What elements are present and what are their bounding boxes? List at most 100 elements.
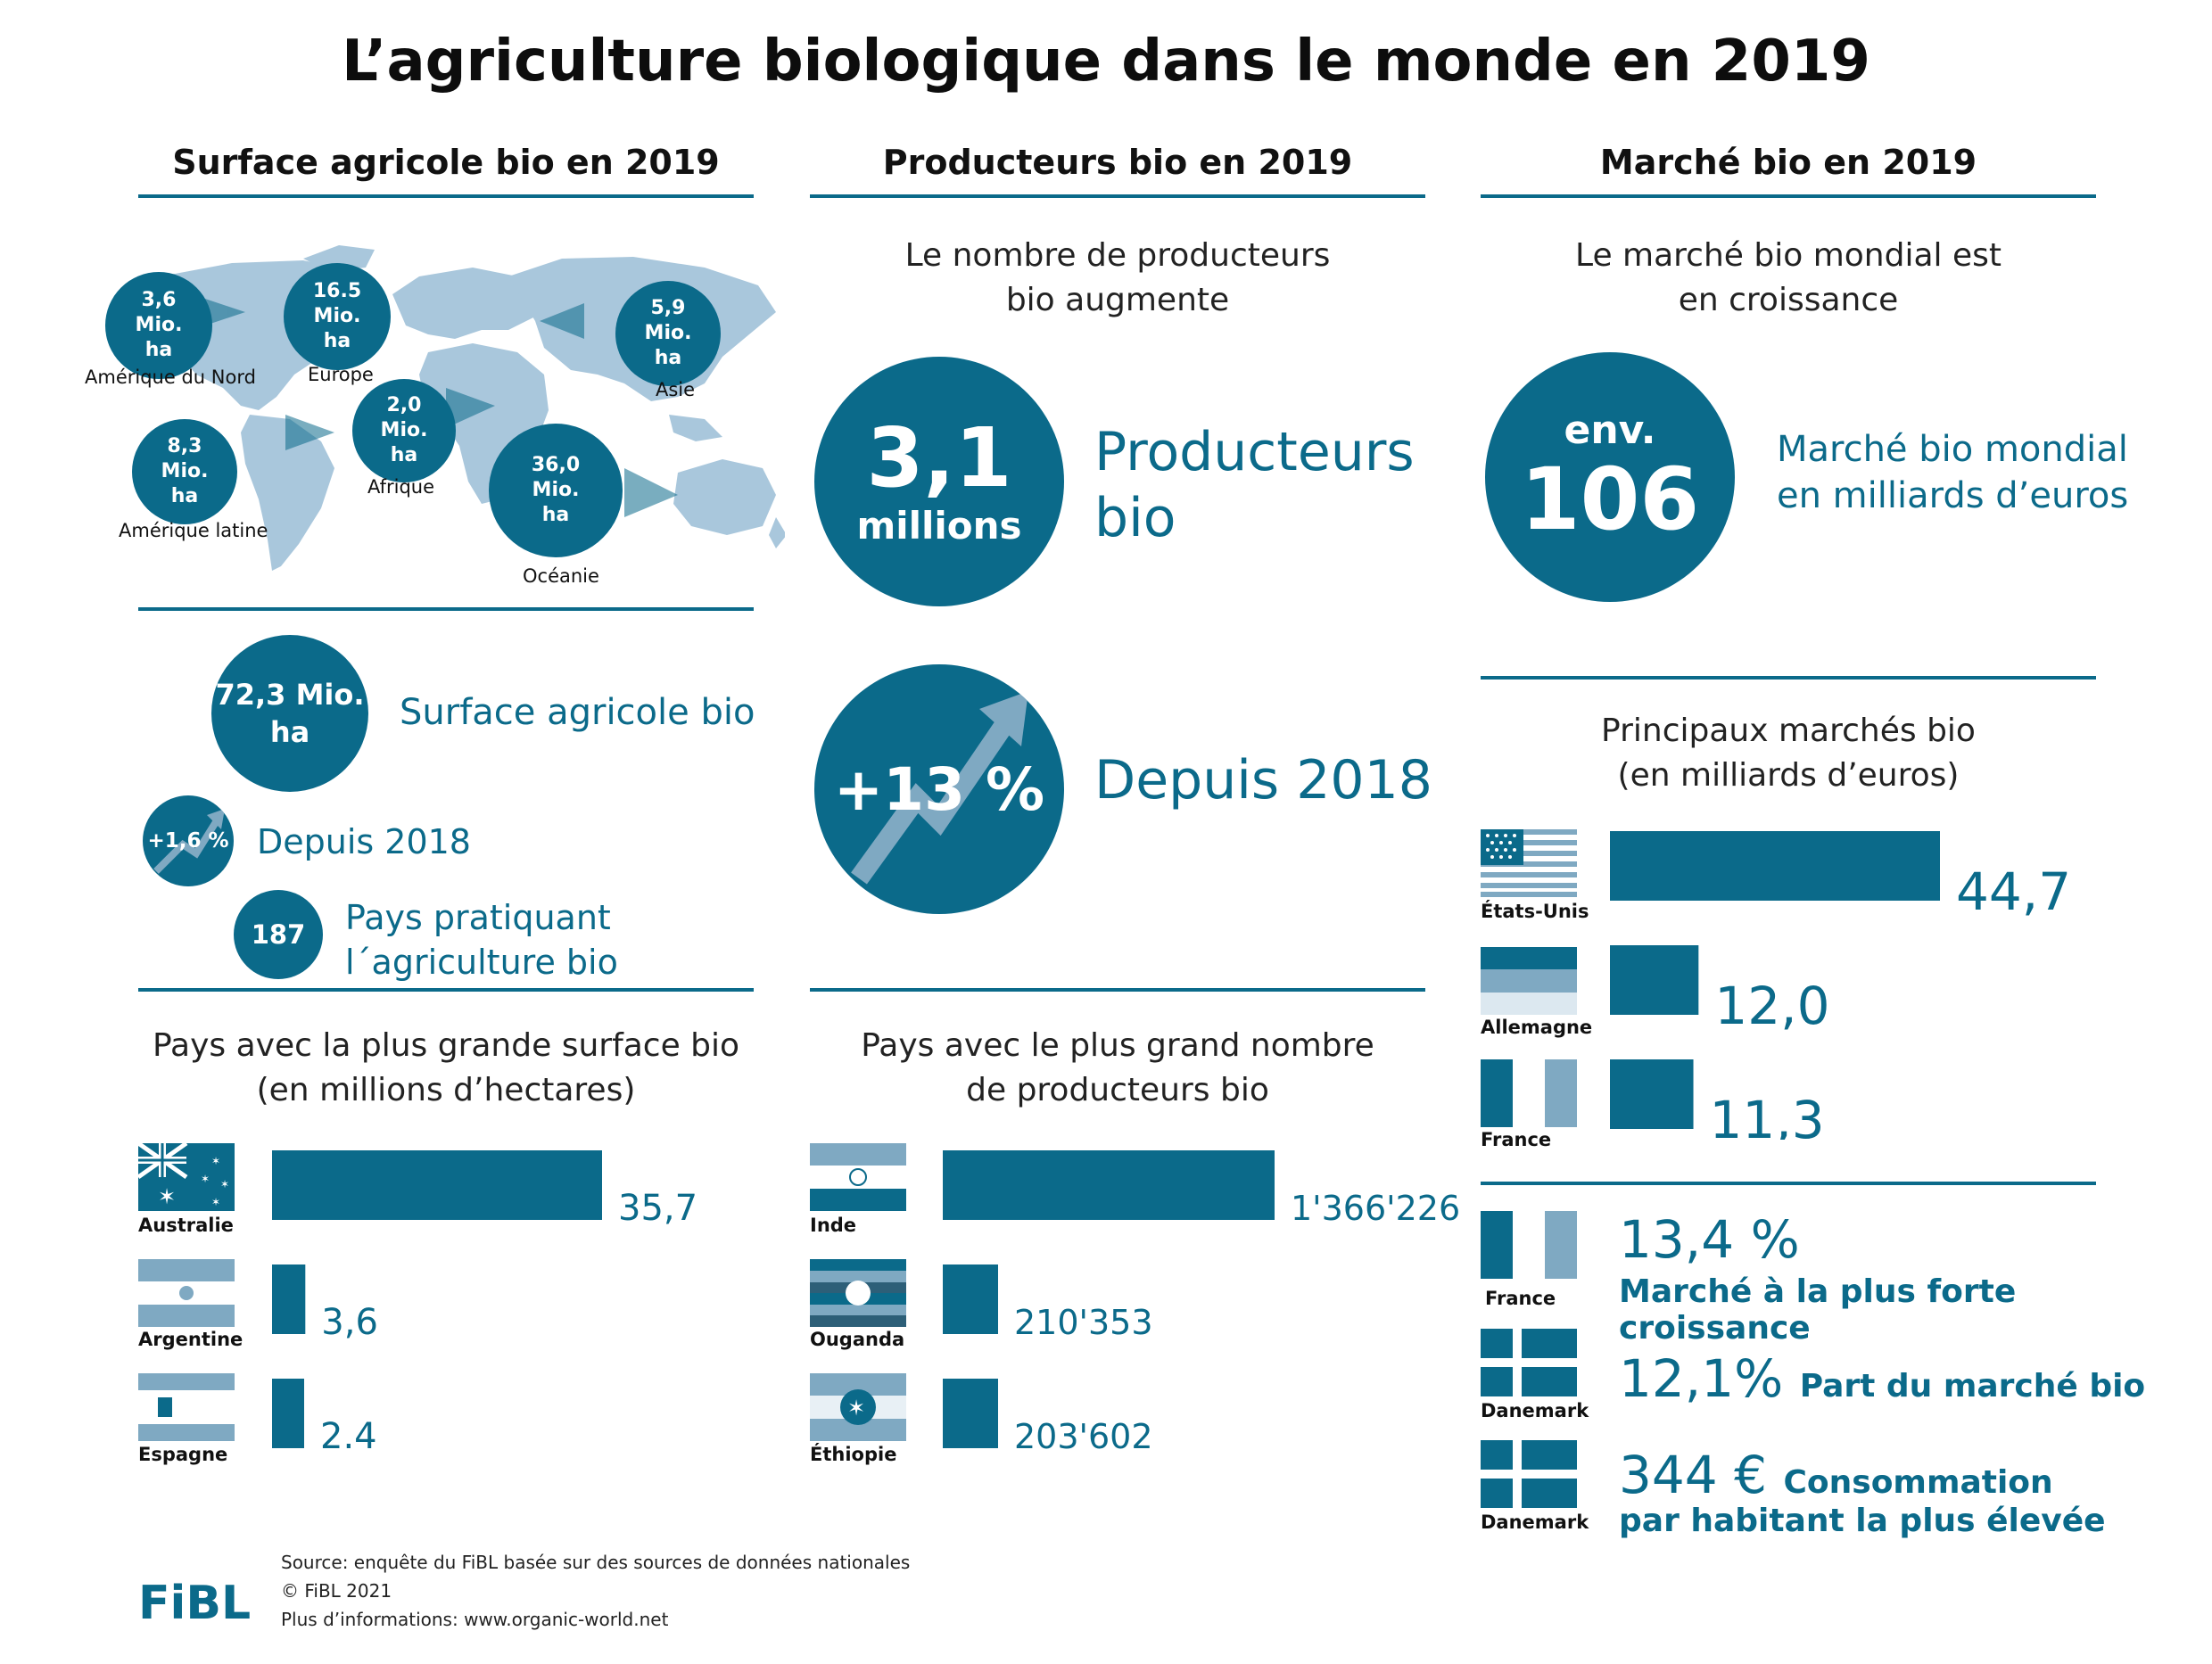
label-line: en milliards d’euros: [1777, 475, 2129, 516]
flag-ethiopia-icon: ✶: [810, 1373, 906, 1441]
region-bubble-latin-america: 8,3 Mio. ha: [132, 419, 237, 524]
bar-Espagne: [272, 1379, 304, 1448]
market-percapita-label: Consommation: [1783, 1464, 2053, 1501]
producers-total-bubble: 3,1 millions: [814, 357, 1064, 606]
flag-spain-icon: [138, 1373, 235, 1441]
surface-growth-value: +1,6 %: [147, 829, 229, 853]
bar-value-label: 203'602: [1014, 1417, 1153, 1456]
market-percapita-label-line2: par habitant la plus élevée: [1619, 1503, 2106, 1539]
region-bubble-oceania: 36,0 Mio. ha: [489, 424, 623, 557]
region-label: Amérique latine: [119, 520, 268, 541]
bar-value-label: 44,7: [1956, 861, 2071, 922]
country-label: Inde: [810, 1215, 857, 1236]
bar-value-label: 210'353: [1014, 1303, 1153, 1342]
page-title: L’agriculture biologique dans le monde e…: [342, 29, 1870, 95]
label-line: bio: [1094, 487, 1176, 549]
chart-producers: 1'366'226 210'353 203'602: [943, 1150, 1460, 1456]
fibl-logo: FiBL: [138, 1577, 252, 1630]
market-growth-label: Marché à la plus forte croissance: [1619, 1273, 2017, 1347]
flag-usa-icon: [1481, 829, 1577, 897]
market-percapita-value: 344 €: [1619, 1445, 1768, 1505]
svg-text:✶: ✶: [201, 1173, 210, 1185]
producers-total-label: Producteurs bio: [1094, 419, 1415, 551]
country-label: Ouganda: [810, 1329, 905, 1350]
subtitle-line: en croissance: [1678, 282, 1899, 318]
flag-france-icon: [1481, 1059, 1577, 1127]
producers-total-unit: millions: [856, 504, 1022, 548]
total-surface-unit: ha: [269, 715, 310, 749]
footer-source: Source: enquête du FiBL basée sur des so…: [281, 1548, 910, 1634]
subtitle-line: Le nombre de producteurs: [904, 237, 1331, 274]
bar-value-label: 12,0: [1714, 976, 1829, 1036]
total-surface-bubble: 72,3 Mio. ha: [211, 635, 368, 792]
arrow-up-icon: [851, 691, 1028, 885]
market-subtitle: Le marché bio mondial est en croissance: [1481, 234, 2096, 323]
producers-total-value: 3,1: [866, 410, 1012, 506]
chart-title-line: (en millions d’hectares): [256, 1072, 636, 1108]
region-label: Afrique: [367, 476, 435, 498]
country-label: Danemark: [1481, 1512, 1589, 1533]
section-heading-producers: Producteurs bio en 2019: [882, 143, 1353, 182]
region-label: Amérique du Nord: [85, 367, 256, 388]
divider: [1481, 194, 2096, 198]
region-unit: ha: [390, 444, 418, 466]
chart-surface: 35,7 3,6 2.4: [272, 1150, 697, 1457]
flag-uganda-icon: [810, 1259, 906, 1327]
svg-text:✶: ✶: [211, 1196, 220, 1208]
region-unit: Mio.: [380, 419, 428, 441]
region-unit: Mio.: [313, 305, 361, 327]
bar-Allemagne: [1610, 945, 1699, 1015]
chart-title-line: Pays avec le plus grand nombre: [861, 1027, 1374, 1064]
label-line: Marché bio mondial: [1777, 429, 2128, 470]
svg-text:✶: ✶: [847, 1396, 865, 1421]
divider: [138, 988, 754, 992]
country-label: France: [1481, 1129, 1552, 1150]
region-label: Asie: [656, 379, 696, 400]
region-unit: ha: [323, 330, 351, 352]
bar-France: [1610, 1059, 1694, 1129]
chart-title-line: Principaux marchés bio: [1601, 713, 1976, 749]
chart-markets: 44,7 12,0 11,3: [1610, 831, 2071, 1140]
subtitle-line: Le marché bio mondial est: [1575, 237, 2002, 274]
svg-text:✶: ✶: [158, 1184, 176, 1209]
region-unit: ha: [170, 485, 199, 507]
label-line: Producteurs: [1094, 421, 1415, 483]
region-value: 8,3: [167, 435, 202, 457]
footer-line: Source: enquête du FiBL basée sur des so…: [281, 1552, 911, 1573]
region-label: Europe: [308, 364, 374, 385]
region-value: 2,0: [386, 394, 422, 416]
market-share-value: 12,1%: [1619, 1348, 1784, 1409]
region-unit: Mio.: [161, 460, 209, 482]
region-bubble-europe: 16.5 Mio. ha: [284, 263, 391, 370]
region-value: 3,6: [141, 289, 177, 311]
flag-india-icon: [810, 1143, 906, 1211]
market-total-value: 106: [1520, 449, 1700, 549]
bar-value-label: 3,6: [321, 1302, 378, 1343]
region-bubble-africa: 2,0 Mio. ha: [352, 379, 456, 482]
footer-line: Plus d’informations: www.organic-world.n…: [281, 1609, 669, 1630]
region-unit: ha: [144, 339, 173, 361]
surface-growth-label: Depuis 2018: [257, 822, 471, 861]
divider: [138, 607, 754, 611]
market-total-bubble: env. 106: [1485, 352, 1735, 602]
chart-producers-title: Pays avec le plus grand nombre de produc…: [810, 1024, 1425, 1113]
country-label: Argentine: [138, 1329, 243, 1350]
bar-Ouganda: [943, 1264, 998, 1334]
region-unit: Mio.: [135, 314, 183, 336]
chart-markets-title: Principaux marchés bio (en milliards d’e…: [1481, 709, 2096, 798]
bar-Éthiopie: [943, 1379, 998, 1448]
bar-value-label: 2.4: [320, 1416, 377, 1457]
bar-value-label: 35,7: [618, 1188, 697, 1229]
region-value: 36,0: [531, 454, 581, 476]
market-growth-value: 13,4 %: [1619, 1209, 1800, 1270]
divider: [1481, 676, 2096, 680]
countries-label-line: l´agriculture bio: [345, 943, 618, 982]
region-unit: Mio.: [644, 322, 692, 344]
region-bubble-asia: 5,9 Mio. ha: [615, 281, 721, 386]
region-unit: ha: [541, 504, 570, 526]
bar-value-label: 11,3: [1710, 1090, 1825, 1140]
total-surface-label: Surface agricole bio: [400, 692, 755, 733]
chart-title-line: (en milliards d’euros): [1617, 757, 1960, 794]
region-label: Océanie: [523, 565, 599, 587]
country-label: Australie: [138, 1215, 234, 1236]
